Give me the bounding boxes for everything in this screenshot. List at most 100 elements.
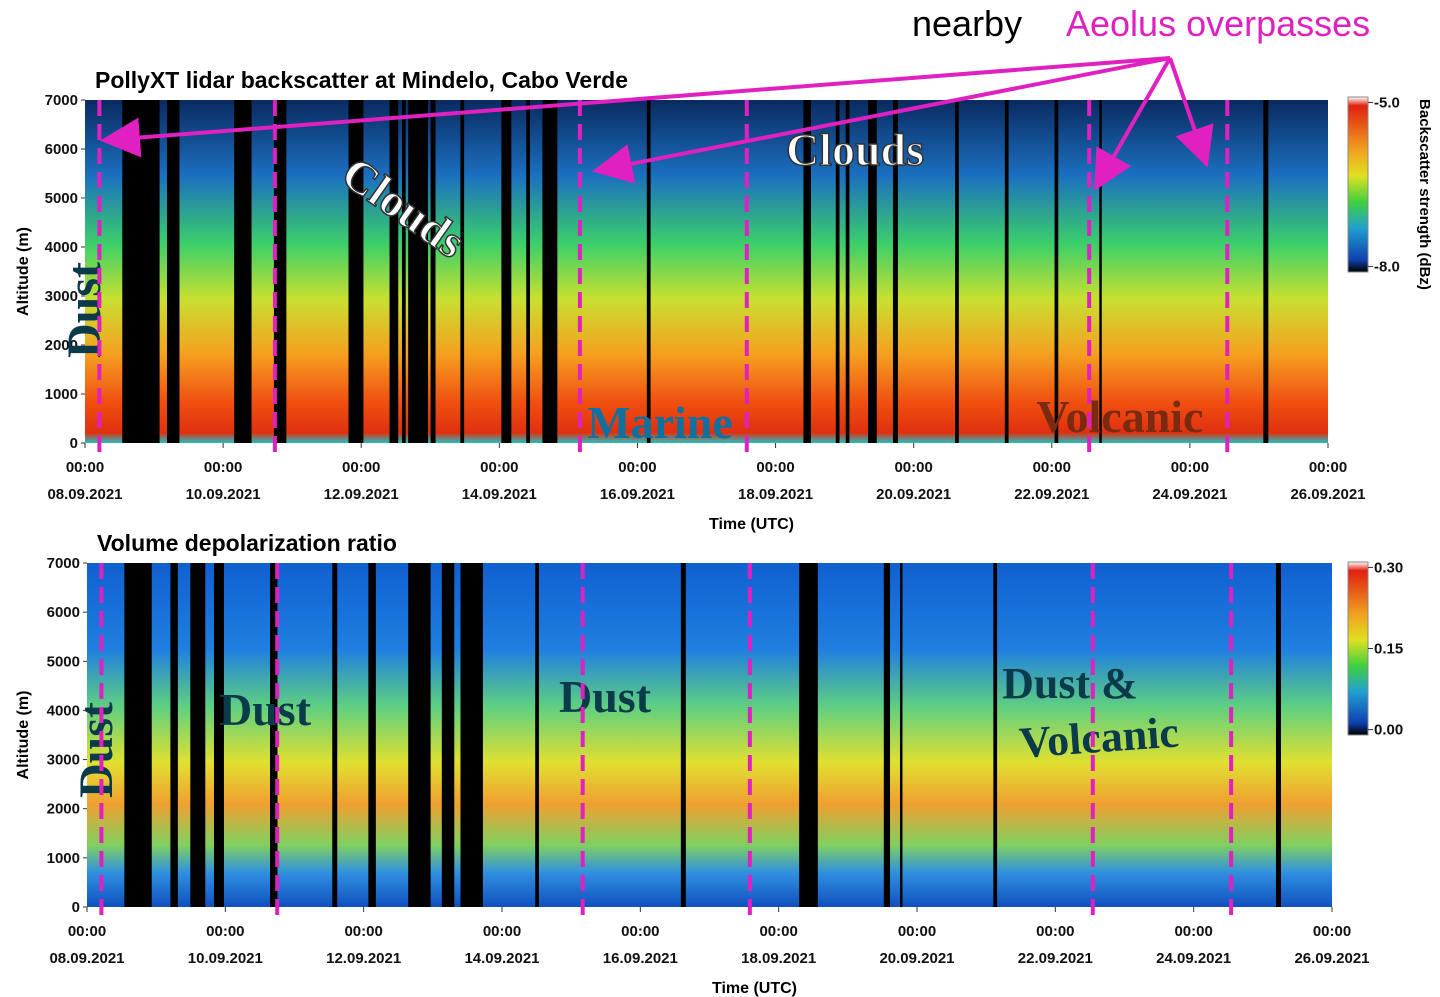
annotation: Dust (559, 671, 652, 722)
data-gap (807, 563, 811, 907)
panel: PollyXT lidar backscatter at Mindelo, Ca… (15, 67, 1433, 533)
panel: Volume depolarization ratio0100020003000… (15, 530, 1403, 997)
x-tick-label: 18.09.2021 (741, 950, 816, 967)
colorbar-tick-label: -5.0 (1374, 94, 1400, 111)
x-tick-time: 00:00 (66, 459, 104, 476)
data-gap (402, 100, 406, 443)
data-gap (460, 100, 464, 443)
data-gap (542, 100, 557, 443)
x-tick-time: 00:00 (759, 923, 797, 940)
data-gap (332, 563, 337, 907)
x-tick-label: 08.09.2021 (47, 486, 122, 503)
x-tick-label: 14.09.2021 (464, 950, 539, 967)
x-tick-label: 26.09.2021 (1294, 950, 1369, 967)
x-tick-label: 10.09.2021 (188, 950, 263, 967)
x-tick-label: 20.09.2021 (876, 486, 951, 503)
data-gap (501, 100, 511, 443)
y-tick-label: 0 (70, 435, 78, 452)
data-gap (993, 563, 997, 907)
data-gap (1263, 100, 1268, 443)
data-gap (124, 563, 151, 907)
x-tick-time: 00:00 (483, 923, 521, 940)
x-tick-label: 24.09.2021 (1156, 950, 1231, 967)
data-gap (1005, 100, 1009, 443)
y-tick-label: 2000 (47, 801, 80, 818)
annotation: Volcanic (1037, 391, 1204, 442)
y-tick-label: 1000 (47, 850, 80, 867)
data-gap (190, 563, 205, 907)
header-text: nearby (912, 3, 1022, 44)
x-tick-time: 00:00 (344, 923, 382, 940)
annotation: Dust (219, 684, 312, 735)
x-tick-time: 00:00 (68, 923, 106, 940)
x-tick-time: 00:00 (621, 923, 659, 940)
data-gap (234, 100, 251, 443)
y-tick-label: 0 (72, 899, 80, 916)
y-tick-label: 7000 (45, 92, 78, 109)
data-gap (647, 100, 651, 443)
chart: nearby Aeolus overpasses PollyXT lidar b… (0, 0, 1440, 997)
panel-title: Volume depolarization ratio (97, 530, 397, 556)
x-tick-label: 24.09.2021 (1152, 486, 1227, 503)
y-axis-label: Altitude (m) (15, 227, 32, 316)
header-highlight: Aeolus overpasses (1066, 3, 1370, 44)
y-tick-label: 6000 (47, 604, 80, 621)
x-tick-label: 16.09.2021 (600, 486, 675, 503)
annotation: Dust (58, 262, 111, 358)
data-gap (122, 100, 159, 443)
data-gap (900, 563, 902, 907)
x-tick-label: 18.09.2021 (738, 486, 813, 503)
x-tick-label: 22.09.2021 (1018, 950, 1093, 967)
x-tick-time: 00:00 (1313, 923, 1351, 940)
x-tick-label: 12.09.2021 (324, 486, 399, 503)
x-tick-time: 00:00 (1171, 459, 1209, 476)
x-tick-time: 00:00 (618, 459, 656, 476)
y-tick-label: 1000 (45, 386, 78, 403)
x-tick-label: 16.09.2021 (603, 950, 678, 967)
x-tick-time: 00:00 (204, 459, 242, 476)
x-tick-time: 00:00 (756, 459, 794, 476)
annotation: Dust & (1002, 659, 1138, 708)
x-tick-label: 10.09.2021 (186, 486, 261, 503)
data-gap (368, 563, 375, 907)
data-gap (955, 100, 959, 443)
x-tick-time: 00:00 (342, 459, 380, 476)
panel-title: PollyXT lidar backscatter at Mindelo, Ca… (95, 67, 628, 93)
annotation: Dust (70, 702, 123, 798)
annotation: Clouds (786, 124, 924, 175)
x-tick-label: 26.09.2021 (1290, 486, 1365, 503)
data-gap (535, 563, 539, 907)
x-tick-label: 08.09.2021 (49, 950, 124, 967)
annotation: Marine (587, 397, 733, 448)
data-gap (214, 563, 224, 907)
data-gap (408, 100, 428, 443)
data-gap (396, 100, 398, 443)
y-tick-label: 7000 (47, 555, 80, 572)
data-gap (431, 100, 436, 443)
data-gap (461, 563, 483, 907)
colorbar-tick-label: 0.30 (1374, 559, 1403, 576)
colorbar-tick-label: 0.15 (1374, 641, 1403, 658)
colorbar-label: Backscatter strength (dBz) (1416, 99, 1433, 290)
y-tick-label: 4000 (45, 239, 78, 256)
y-tick-label: 6000 (45, 141, 78, 158)
data-gap (408, 563, 430, 907)
y-axis-label: Altitude (m) (15, 691, 32, 780)
colorbar-tick-label: 0.00 (1374, 722, 1403, 739)
x-tick-label: 20.09.2021 (879, 950, 954, 967)
x-tick-time: 00:00 (1309, 459, 1347, 476)
colorbar (1348, 97, 1368, 272)
x-tick-time: 00:00 (480, 459, 518, 476)
x-tick-time: 00:00 (898, 923, 936, 940)
x-axis-label: Time (UTC) (712, 980, 797, 997)
x-tick-label: 14.09.2021 (462, 486, 537, 503)
x-axis-label: Time (UTC) (709, 516, 794, 533)
data-gap (170, 563, 177, 907)
x-tick-time: 00:00 (1036, 923, 1074, 940)
x-tick-time: 00:00 (206, 923, 244, 940)
data-gap (442, 563, 454, 907)
data-gap (1276, 563, 1281, 907)
x-tick-label: 12.09.2021 (326, 950, 401, 967)
y-tick-label: 5000 (47, 653, 80, 670)
y-tick-label: 5000 (45, 190, 78, 207)
